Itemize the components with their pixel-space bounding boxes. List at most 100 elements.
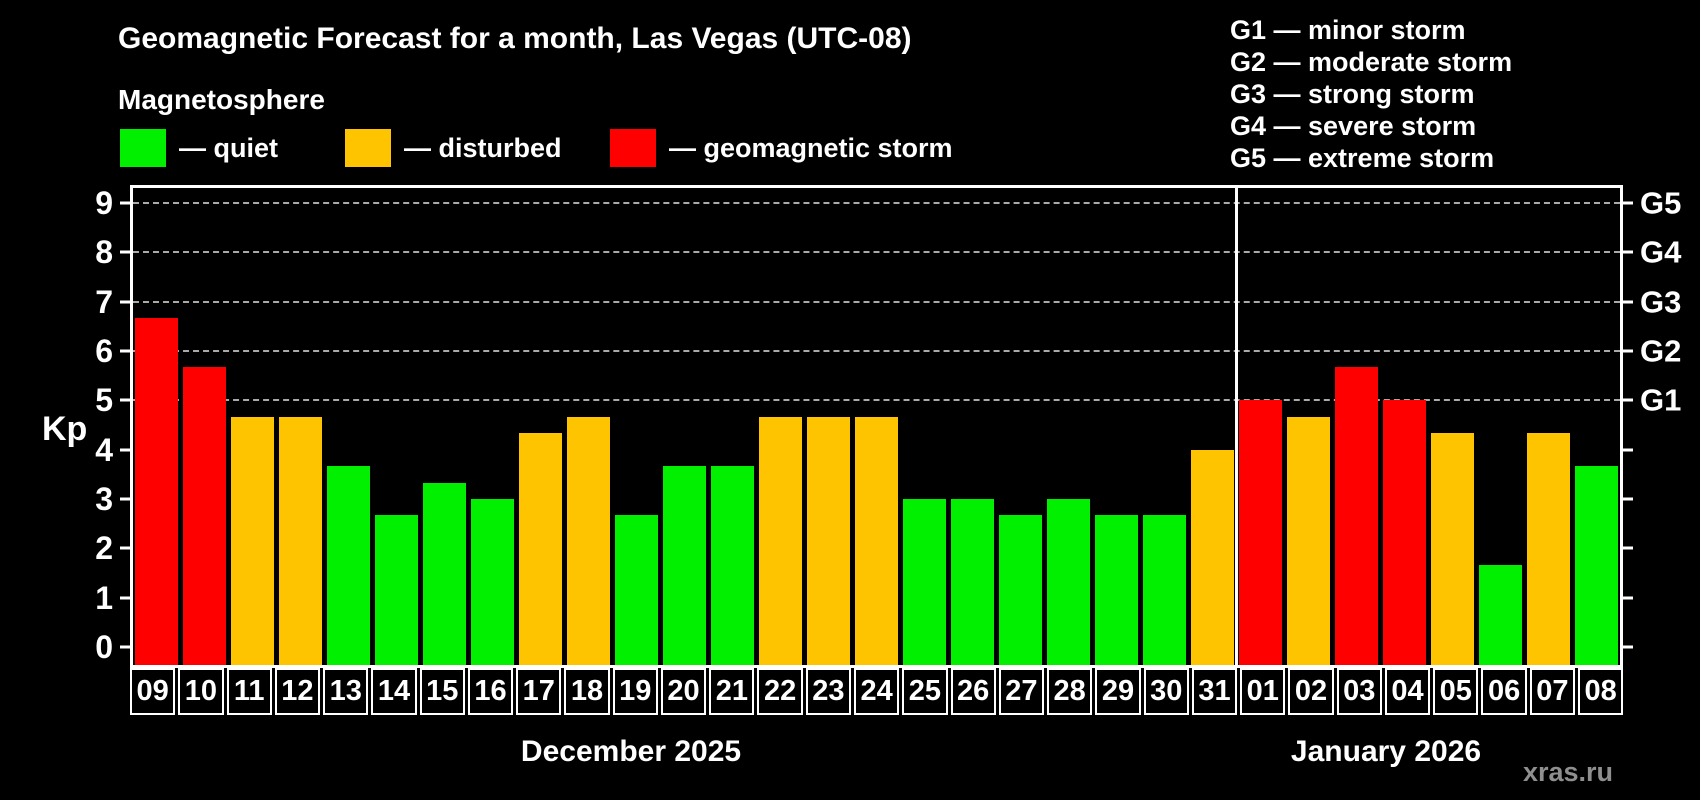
kp-bar-24 [855, 416, 898, 665]
y-tick-label-0: 0 [95, 629, 113, 666]
kp-bar-28 [1047, 499, 1090, 665]
bar-slot-18 [567, 188, 610, 665]
day-label-22: 22 [757, 668, 803, 715]
day-label-05: 05 [1433, 668, 1479, 715]
y-tick-left-5 [120, 398, 133, 402]
gridline-kp-5 [133, 399, 1620, 402]
legend-item-storm: — geomagnetic storm [610, 128, 953, 168]
kp-bar-13 [327, 466, 370, 665]
month-separator-line [1235, 188, 1239, 665]
bar-slot-09 [135, 188, 178, 665]
day-label-03: 03 [1336, 668, 1382, 715]
y-axis-title: Kp [42, 410, 88, 448]
bars-container [133, 188, 1620, 665]
day-axis: 09 10 11 12 13 14 15 16 17 18 19 20 21 22 23 24 25 26 27 28… [130, 668, 1624, 715]
y-tick-left-6 [120, 349, 133, 353]
day-label-28: 28 [1047, 668, 1093, 715]
y-tick-left-3 [120, 497, 133, 501]
bar-slot-17 [519, 188, 562, 665]
kp-bar-21 [711, 466, 754, 665]
y-tick-right-9 [1620, 201, 1633, 205]
y-tick-left-4 [120, 448, 133, 452]
y-tick-right-6 [1620, 349, 1633, 353]
y-tick-right-5 [1620, 398, 1633, 402]
legend-storm-label: — geomagnetic storm [669, 132, 953, 163]
y-tick-right-2 [1620, 546, 1633, 550]
kp-bar-14 [375, 515, 418, 665]
bar-slot-29 [1095, 188, 1138, 665]
bar-slot-14 [375, 188, 418, 665]
bar-slot-27 [999, 188, 1042, 665]
day-label-09: 09 [130, 668, 176, 715]
bar-slot-13 [327, 188, 370, 665]
watermark: xras.ru [1522, 757, 1613, 787]
g5-legend-line: G5 — extreme storm [1230, 143, 1495, 173]
kp-bar-18 [567, 416, 610, 665]
storm-color-swatch [610, 129, 656, 167]
disturbed-color-swatch [345, 129, 391, 167]
bar-slot-06 [1479, 188, 1522, 665]
bar-slot-21 [711, 188, 754, 665]
bar-slot-02 [1287, 188, 1330, 665]
day-label-15: 15 [419, 668, 465, 715]
day-label-18: 18 [564, 668, 610, 715]
g-axis-label-G1: G1 [1640, 382, 1682, 418]
day-label-20: 20 [660, 668, 707, 715]
day-label-23: 23 [805, 668, 851, 715]
bar-slot-04 [1383, 188, 1426, 665]
chart-subtitle: Magnetosphere [118, 84, 325, 115]
day-label-17: 17 [516, 668, 562, 715]
y-tick-right-7 [1620, 300, 1633, 304]
bar-slot-07 [1527, 188, 1570, 665]
y-tick-label-7: 7 [95, 283, 113, 320]
gridline-kp-7 [133, 300, 1620, 303]
kp-bar-19 [615, 515, 658, 665]
g2-legend-line: G2 — moderate storm [1230, 47, 1513, 77]
kp-bar-02 [1287, 416, 1330, 665]
kp-bar-31 [1191, 449, 1234, 665]
kp-bar-08 [1575, 466, 1618, 665]
g-axis-label-G5: G5 [1640, 185, 1682, 221]
bar-slot-15 [423, 188, 466, 665]
day-label-25: 25 [902, 668, 948, 715]
bar-slot-30 [1143, 188, 1186, 665]
gridline-kp-6 [133, 349, 1620, 352]
y-tick-left-0 [120, 645, 133, 649]
bar-slot-31 [1191, 188, 1234, 665]
kp-bar-07 [1527, 433, 1570, 665]
kp-bar-15 [423, 482, 466, 665]
y-tick-right-1 [1620, 596, 1633, 600]
kp-bar-22 [759, 416, 802, 665]
legend-item-quiet: — quiet [120, 128, 278, 168]
kp-bar-23 [807, 416, 850, 665]
kp-bar-11 [231, 416, 274, 665]
y-tick-left-8 [120, 250, 133, 254]
g-scale-legend: G1 — minor storm G2 — moderate storm G3 … [1230, 14, 1512, 174]
day-label-19: 19 [612, 668, 658, 715]
day-label-12: 12 [274, 668, 321, 715]
g-axis-label-G2: G2 [1640, 333, 1682, 369]
month-label-january: January 2026 [1290, 735, 1482, 768]
bar-slot-12 [279, 188, 322, 665]
day-label-06: 06 [1481, 668, 1527, 715]
bar-slot-20 [663, 188, 706, 665]
kp-bar-03 [1335, 367, 1378, 665]
bar-slot-25 [903, 188, 946, 665]
chart-title: Geomagnetic Forecast for a month, Las Ve… [118, 22, 912, 55]
bar-slot-10 [183, 188, 226, 665]
bar-slot-16 [471, 188, 514, 665]
y-tick-left-1 [120, 596, 133, 600]
y-tick-left-7 [120, 300, 133, 304]
kp-bar-09 [135, 317, 178, 665]
y-tick-label-6: 6 [95, 332, 113, 369]
gridline-kp-8 [133, 251, 1620, 254]
g3-legend-line: G3 — strong storm [1230, 79, 1475, 109]
g-axis-label-G3: G3 [1640, 284, 1682, 320]
gridline-kp-9 [133, 201, 1620, 204]
y-tick-label-2: 2 [95, 530, 113, 567]
day-label-29: 29 [1095, 668, 1141, 715]
plot-area: 0 1 2 3 4 5 6 7 8 9 G1 G2 G3 G4 G5 [95, 185, 1681, 668]
kp-bar-04 [1383, 400, 1426, 665]
legend-disturbed-label: — disturbed [404, 132, 562, 163]
day-label-27: 27 [998, 668, 1045, 715]
